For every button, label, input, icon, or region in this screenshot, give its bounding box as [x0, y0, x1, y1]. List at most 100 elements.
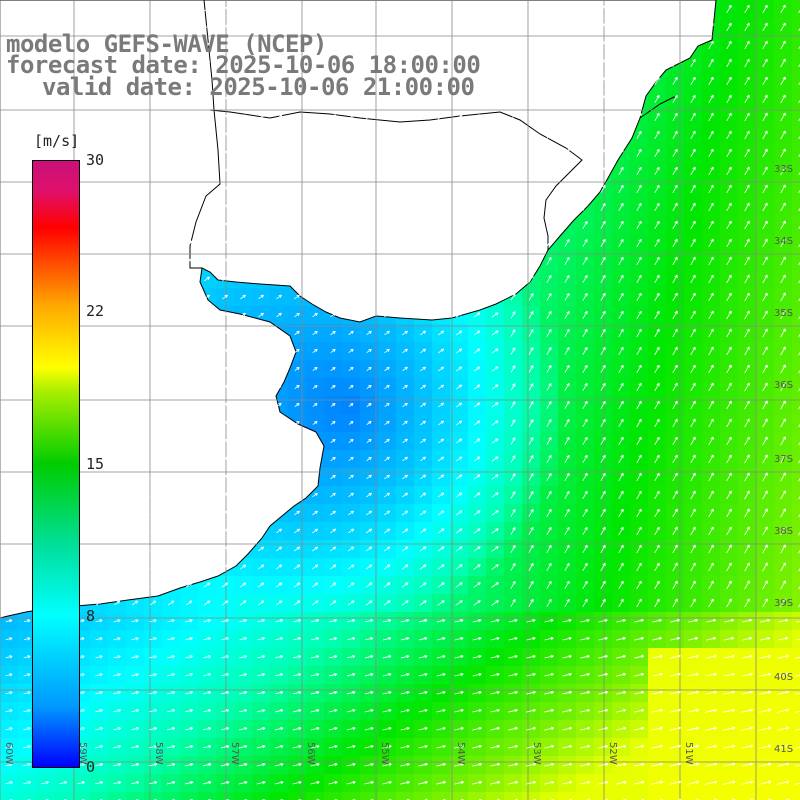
wind-arrow: [780, 148, 786, 158]
wind-arrow: [96, 96, 102, 102]
wind-arrow: [528, 77, 534, 85]
wind-arrow: [96, 78, 102, 84]
wind-cell: [684, 792, 702, 800]
wind-arrow: [582, 5, 588, 13]
wind-arrow: [293, 42, 301, 48]
wind-arrow: [96, 42, 102, 48]
wind-arrow: [618, 166, 624, 175]
wind-arrow: [293, 60, 301, 66]
wind-arrow: [168, 150, 175, 156]
wind-cell: [648, 792, 666, 800]
wind-arrow: [582, 77, 588, 85]
wind-arrow: [221, 168, 229, 174]
wind-arrow: [762, 76, 768, 86]
wind-arrow: [168, 78, 175, 84]
wind-arrow: [762, 94, 768, 104]
wind-arrow: [455, 78, 463, 84]
wind-arrow: [401, 24, 409, 30]
wind-arrow: [60, 6, 66, 12]
wind-arrow: [186, 6, 193, 12]
wind-arrow: [744, 76, 750, 86]
wind-arrow: [473, 186, 481, 192]
wind-cell: [738, 792, 756, 800]
wind-arrow: [42, 132, 48, 138]
wind-arrow: [114, 150, 120, 156]
longitude-label: 59W: [77, 742, 88, 765]
wind-arrow: [60, 24, 66, 30]
wind-cell: [792, 72, 800, 90]
wind-arrow: [744, 166, 750, 176]
wind-arrow: [168, 6, 174, 12]
wind-arrow: [455, 96, 463, 102]
wind-arrow: [798, 45, 800, 50]
wind-cell: [180, 792, 198, 800]
wind-arrow: [311, 168, 319, 174]
wind-cell: [792, 648, 800, 666]
wind-arrow: [672, 148, 678, 158]
wind-arrow: [186, 150, 193, 156]
wind-arrow: [636, 130, 642, 139]
wind-arrow: [257, 132, 265, 138]
wind-arrow: [491, 96, 499, 102]
wind-arrow: [528, 167, 534, 175]
wind-arrow: [24, 114, 30, 120]
wind-arrow: [60, 96, 66, 102]
wind-arrow: [510, 5, 516, 13]
wind-arrow: [708, 112, 714, 122]
wind-arrow: [257, 168, 265, 174]
wind-cell: [792, 684, 800, 702]
wind-arrow: [347, 114, 355, 120]
wind-arrow: [654, 58, 660, 67]
longitude-label: 60W: [3, 742, 14, 765]
wind-arrow: [762, 148, 768, 158]
wind-arrow: [401, 42, 409, 48]
wind-cell: [414, 792, 432, 800]
wind-arrow: [528, 59, 534, 67]
wind-arrow: [780, 94, 786, 104]
wind-arrow: [419, 24, 427, 30]
wind-arrow: [546, 95, 552, 103]
wind-arrow: [636, 148, 642, 157]
wind-arrow: [204, 60, 211, 66]
landmass-north: [0, 0, 717, 619]
wind-arrow: [455, 186, 463, 192]
wind-arrow: [60, 132, 66, 138]
wind-arrow: [636, 40, 642, 49]
wind-arrow: [186, 114, 193, 120]
wind-arrow: [708, 184, 714, 194]
wind-arrow: [275, 168, 283, 174]
wind-arrow: [564, 59, 570, 67]
wind-arrow: [204, 132, 211, 138]
wind-cell: [792, 504, 800, 522]
wind-arrow: [204, 96, 211, 102]
wind-arrow: [204, 114, 211, 120]
wind-arrow: [168, 186, 175, 192]
wind-arrow: [257, 24, 265, 30]
wind-arrow: [329, 24, 337, 30]
wind-arrow: [132, 132, 138, 138]
wind-arrow: [654, 148, 660, 158]
wind-arrow: [600, 5, 606, 13]
wind-arrow: [401, 132, 409, 138]
wind-cell: [486, 792, 504, 800]
wind-cell: [792, 342, 800, 360]
wind-arrow: [419, 150, 427, 156]
wind-arrow: [293, 168, 301, 174]
wind-cell: [792, 738, 800, 756]
wind-cell: [792, 252, 800, 270]
wind-arrow: [329, 168, 337, 174]
wind-arrow: [222, 78, 229, 84]
wind-arrow: [239, 150, 247, 156]
wind-arrow: [311, 78, 319, 84]
wind-arrow: [762, 130, 768, 140]
wind-arrow: [204, 24, 211, 30]
wind-cell: [126, 792, 144, 800]
wind-arrow: [726, 112, 732, 122]
wind-arrow: [708, 166, 714, 176]
wind-arrow: [726, 40, 732, 50]
wind-arrow: [419, 60, 427, 66]
wind-arrow: [582, 95, 588, 103]
wind-cell: [558, 792, 576, 800]
wind-arrow: [473, 96, 481, 102]
wind-cell: [792, 414, 800, 432]
